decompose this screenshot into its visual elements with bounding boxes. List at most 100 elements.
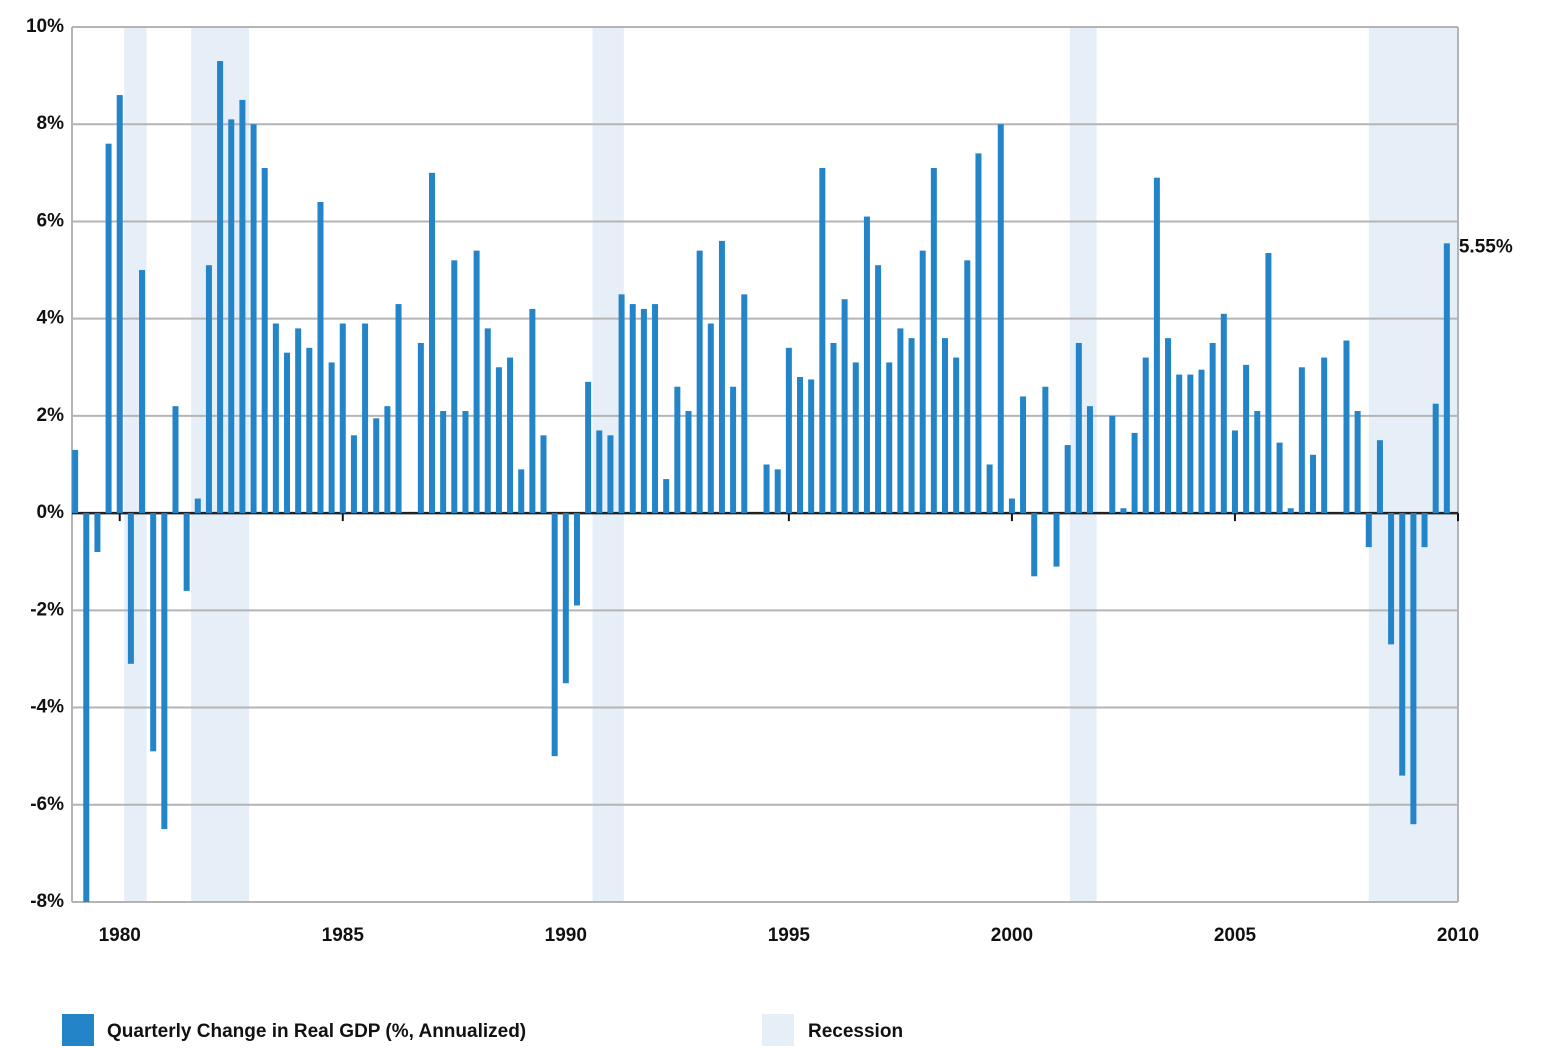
bar [663, 479, 670, 514]
bar [1421, 513, 1428, 548]
bar [317, 202, 324, 514]
bar [428, 172, 435, 514]
bar [618, 294, 625, 514]
bar [150, 513, 157, 752]
bar [362, 323, 369, 514]
bar [94, 513, 101, 552]
bar [1376, 440, 1383, 514]
bar [473, 250, 480, 514]
bar [964, 260, 971, 514]
bar [440, 411, 447, 514]
y-tick-label: 0% [37, 502, 65, 523]
y-tick-label: 2% [37, 405, 65, 426]
bar [239, 99, 246, 514]
bar [339, 323, 346, 514]
bar [1321, 357, 1328, 514]
bar [518, 469, 525, 514]
bar [875, 265, 882, 514]
bar [930, 167, 937, 514]
bar [863, 216, 870, 514]
bar [707, 323, 714, 514]
bar [540, 435, 547, 514]
bar [1254, 411, 1261, 514]
bar [194, 498, 201, 514]
bar [830, 342, 837, 514]
bar [161, 513, 168, 830]
bar [797, 377, 804, 514]
bar [652, 304, 659, 514]
bar [183, 513, 190, 591]
bar [83, 513, 90, 902]
label-layer: -8% -6% -4% -2% 0% 2% 4% 6% 8% 10% 1980 1985 1990 199… [26, 16, 1513, 1046]
y-tick-label: -6% [30, 794, 64, 815]
x-tick-label: 2005 [1214, 925, 1257, 946]
bar [105, 143, 112, 514]
bar [172, 406, 179, 514]
bar [919, 250, 926, 514]
bar [1031, 513, 1038, 577]
bar [272, 323, 279, 514]
bar [808, 379, 815, 514]
bar [640, 308, 647, 514]
bar [417, 342, 424, 514]
bar [1276, 442, 1283, 514]
bar [774, 469, 781, 514]
bar [1443, 243, 1450, 514]
bar [395, 304, 402, 514]
bar [852, 362, 859, 514]
legend-swatch [762, 1014, 794, 1046]
bar [328, 362, 335, 514]
bar [1243, 364, 1250, 514]
bar [585, 381, 592, 514]
bar [941, 338, 948, 514]
bar [1354, 411, 1361, 514]
y-tick-label: 6% [37, 210, 65, 231]
y-tick-label: -4% [30, 697, 64, 718]
bar [1310, 454, 1317, 514]
bar [629, 304, 636, 514]
x-tick-label: 1995 [768, 925, 811, 946]
bar [1187, 374, 1194, 514]
bar [908, 338, 915, 514]
bar [1109, 415, 1116, 514]
bar [1075, 342, 1082, 514]
bar [1153, 177, 1160, 514]
bar [295, 328, 302, 514]
y-tick-label: 4% [37, 308, 65, 329]
bar [1343, 340, 1350, 514]
bar [763, 464, 770, 514]
bar [1298, 367, 1305, 514]
y-tick-label: 8% [37, 113, 65, 134]
bar [886, 362, 893, 514]
bar [484, 328, 491, 514]
bar [997, 124, 1004, 514]
bar [1008, 498, 1015, 514]
bar [1120, 508, 1127, 514]
bar [1231, 430, 1238, 514]
bar [139, 270, 146, 514]
bar [1176, 374, 1183, 514]
bar [819, 167, 826, 514]
bar [1086, 406, 1093, 514]
bar [507, 357, 514, 514]
bar [986, 464, 993, 514]
bar [785, 347, 792, 514]
bar [685, 411, 692, 514]
bar [462, 411, 469, 514]
bar [1399, 513, 1406, 776]
bar [284, 352, 291, 514]
bar [718, 240, 725, 514]
bar [730, 386, 737, 514]
bar [1064, 445, 1071, 514]
bar [529, 308, 536, 514]
bar [596, 430, 603, 514]
bar [228, 119, 235, 514]
x-tick-label: 2010 [1437, 925, 1479, 946]
legend-label: Quarterly Change in Real GDP (%, Annuali… [107, 1021, 526, 1042]
bar [607, 435, 614, 514]
bar [897, 328, 904, 514]
bar [495, 367, 502, 514]
y-tick-label: -8% [30, 891, 64, 912]
bar-layer [72, 61, 1450, 902]
bar [72, 449, 79, 514]
